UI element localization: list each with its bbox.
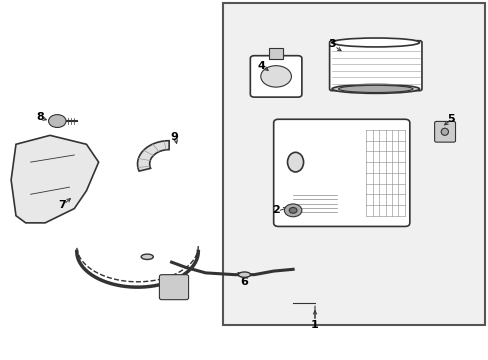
Bar xyxy=(222,3,484,325)
Text: 8: 8 xyxy=(36,112,44,122)
Circle shape xyxy=(284,204,301,217)
Text: 1: 1 xyxy=(310,320,318,330)
Circle shape xyxy=(48,114,66,127)
Ellipse shape xyxy=(331,85,419,93)
Text: 3: 3 xyxy=(327,39,335,49)
Bar xyxy=(268,48,283,59)
Ellipse shape xyxy=(238,272,250,277)
Text: 7: 7 xyxy=(58,200,66,210)
Circle shape xyxy=(288,207,296,213)
Polygon shape xyxy=(137,141,169,171)
Ellipse shape xyxy=(141,254,153,260)
FancyBboxPatch shape xyxy=(250,56,301,97)
Polygon shape xyxy=(11,135,99,223)
FancyBboxPatch shape xyxy=(329,41,421,91)
Ellipse shape xyxy=(331,38,419,47)
Ellipse shape xyxy=(440,128,447,135)
FancyBboxPatch shape xyxy=(434,121,455,142)
Text: 4: 4 xyxy=(257,61,265,71)
FancyBboxPatch shape xyxy=(273,119,409,226)
Ellipse shape xyxy=(260,66,291,87)
Ellipse shape xyxy=(338,85,412,93)
Text: 9: 9 xyxy=(170,132,178,142)
Text: 5: 5 xyxy=(447,114,454,124)
Text: 2: 2 xyxy=(272,205,280,215)
Ellipse shape xyxy=(287,152,303,172)
Text: 6: 6 xyxy=(240,277,248,287)
FancyBboxPatch shape xyxy=(159,275,188,300)
